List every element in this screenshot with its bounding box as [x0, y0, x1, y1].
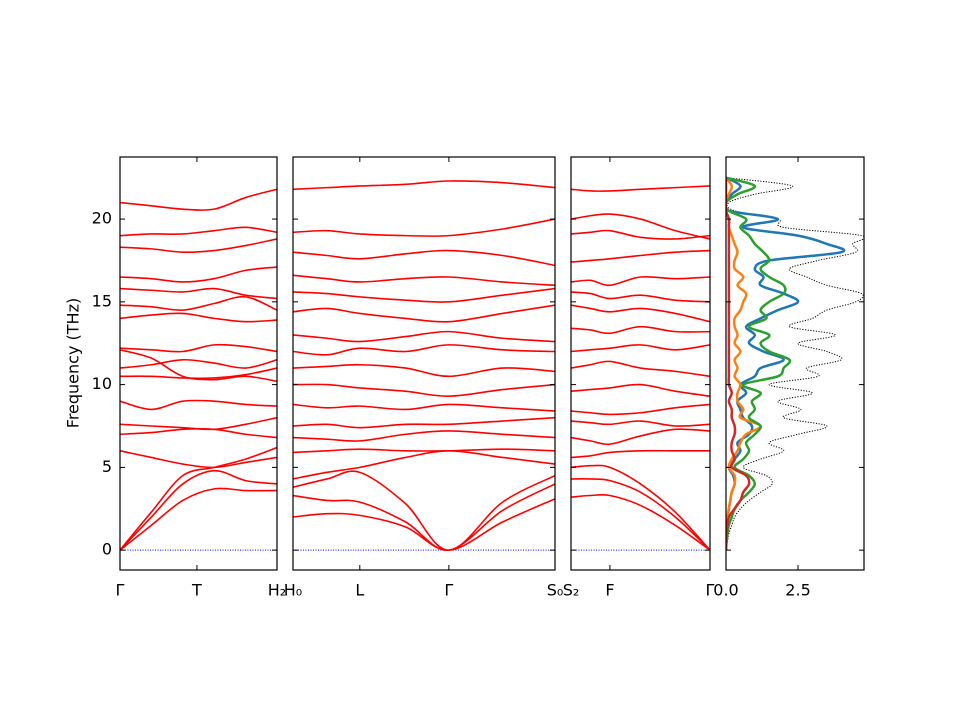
band-line	[120, 416, 277, 431]
axes-frame	[725, 156, 865, 571]
band-line	[571, 478, 710, 551]
band-line	[571, 304, 710, 323]
band-line	[293, 450, 555, 480]
dos-line	[726, 177, 751, 551]
band-line	[120, 312, 277, 323]
band-line	[120, 295, 277, 311]
band-line	[293, 180, 555, 191]
band-line	[571, 493, 710, 551]
band-line	[293, 274, 555, 287]
y-axis-label: Frequency (THz)	[64, 298, 83, 428]
band-line	[571, 383, 710, 397]
band-line	[120, 238, 277, 254]
dos-line	[726, 176, 792, 551]
band-line	[293, 304, 555, 323]
y-tick-label: 10	[92, 374, 112, 393]
x-tick-label: Γ	[116, 581, 125, 600]
plot-area	[120, 188, 277, 551]
band-line	[571, 360, 710, 378]
x-tick-label: F	[605, 581, 614, 600]
plot-area	[726, 176, 864, 551]
x-tick-label: S₀	[547, 581, 564, 600]
band-line	[120, 287, 277, 300]
band-line	[120, 358, 277, 369]
band-line	[293, 498, 555, 551]
band-line	[571, 420, 710, 427]
plot-area	[293, 180, 555, 551]
band-line	[293, 287, 555, 303]
x-tick-label: H₂	[268, 581, 286, 600]
band-line	[293, 249, 555, 267]
band-line	[293, 344, 555, 356]
band-line	[293, 483, 555, 551]
band-line	[571, 275, 710, 287]
band-line	[120, 399, 277, 411]
x-tick-label: 2.5	[785, 581, 810, 600]
y-tick-label: 5	[102, 457, 112, 476]
band-line	[293, 448, 555, 454]
dos-line	[726, 177, 864, 551]
band-line	[293, 218, 555, 237]
band-line	[120, 226, 277, 237]
x-tick-label: T	[191, 581, 202, 600]
band-line	[120, 188, 277, 211]
band-line	[293, 403, 555, 412]
band-line	[293, 430, 555, 442]
band-line	[571, 229, 710, 240]
band-line	[571, 449, 710, 459]
band-line	[293, 416, 555, 429]
band-line	[293, 470, 555, 551]
band-line	[120, 266, 277, 283]
band-line	[120, 349, 277, 383]
band-line	[120, 450, 277, 469]
dos-line	[726, 176, 762, 551]
band-line	[293, 383, 555, 397]
band-line	[571, 403, 710, 416]
plot-area	[571, 185, 710, 551]
band-line	[120, 487, 277, 551]
band-line	[120, 343, 277, 353]
band-line	[120, 427, 277, 439]
band-line	[571, 344, 710, 353]
axes-frame	[292, 156, 556, 571]
y-tick-label: 0	[102, 540, 112, 559]
band-line	[293, 363, 555, 378]
band-line	[571, 428, 710, 446]
x-tick-label: Γ	[444, 581, 453, 600]
axes-frame	[570, 156, 711, 571]
axes-frame	[119, 156, 278, 571]
band-line	[571, 185, 710, 192]
band-line	[120, 367, 277, 380]
band-line	[571, 325, 710, 335]
x-tick-label: S₂	[563, 581, 580, 600]
y-tick-label: 20	[92, 209, 112, 228]
x-tick-label: Γ	[706, 581, 715, 600]
x-tick-label: L	[355, 581, 364, 600]
band-line	[571, 464, 710, 551]
band-line	[571, 291, 710, 303]
band-line	[293, 330, 555, 343]
x-tick-label: H₀	[284, 581, 302, 600]
band-line	[120, 446, 277, 551]
band-line	[571, 213, 710, 240]
x-tick-label: 0.0	[713, 581, 738, 600]
band-line	[571, 249, 710, 263]
band-line	[120, 469, 277, 551]
y-tick-label: 15	[92, 291, 112, 310]
